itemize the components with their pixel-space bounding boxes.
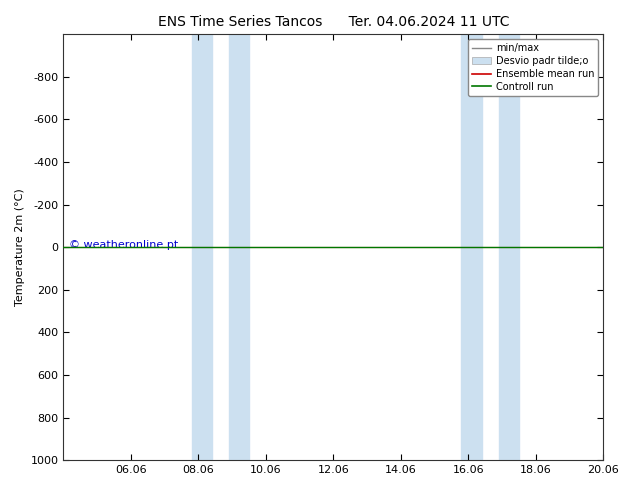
Bar: [462, 34, 482, 460]
Bar: [191, 34, 212, 460]
Text: © weatheronline.pt: © weatheronline.pt: [69, 240, 178, 250]
Y-axis label: Temperature 2m (°C): Temperature 2m (°C): [15, 188, 25, 306]
Bar: [229, 34, 249, 460]
Bar: [498, 34, 519, 460]
Title: ENS Time Series Tancos      Ter. 04.06.2024 11 UTC: ENS Time Series Tancos Ter. 04.06.2024 1…: [157, 15, 509, 29]
Legend: min/max, Desvio padr tilde;o, Ensemble mean run, Controll run: min/max, Desvio padr tilde;o, Ensemble m…: [468, 39, 598, 96]
